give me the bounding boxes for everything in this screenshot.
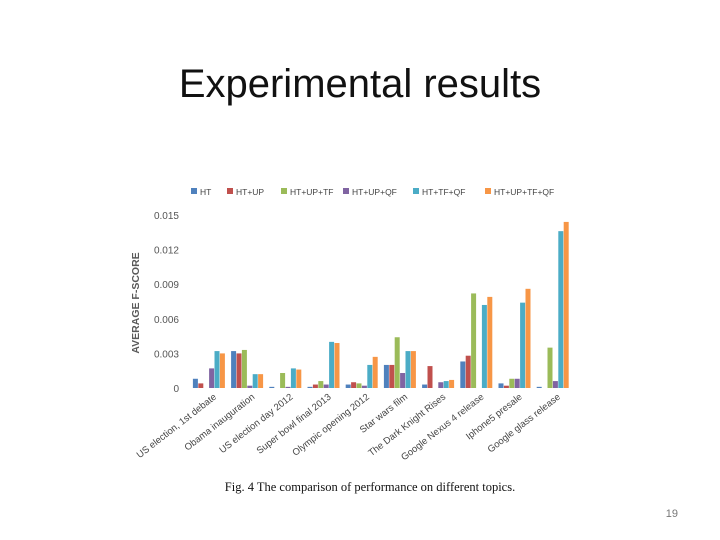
legend-label: HT+UP+QF (352, 187, 397, 197)
caption-text: The comparison of performance on differe… (256, 480, 516, 494)
bar (214, 351, 220, 388)
bar (514, 378, 520, 388)
y-tick-label: 0.012 (154, 246, 179, 257)
bar (536, 386, 542, 388)
bar (383, 364, 389, 388)
x-tick-label: Obama inauguration (183, 392, 258, 454)
legend-label: HT+UP+TF (290, 187, 333, 197)
bar (307, 386, 313, 388)
bar (552, 381, 558, 388)
y-axis-label: AVERAGE F-SCORE (130, 252, 142, 353)
bar (258, 374, 264, 388)
bar (481, 304, 487, 388)
bar (422, 384, 428, 388)
legend-swatch (191, 188, 197, 194)
bar (192, 378, 198, 388)
bar (394, 337, 400, 388)
bar (520, 302, 526, 388)
bar (209, 368, 215, 388)
bar (471, 293, 477, 388)
bar (563, 221, 569, 388)
bar (351, 382, 357, 388)
legend-label: HT+UP+TF+QF (494, 187, 554, 197)
bar (252, 374, 258, 388)
bar (219, 353, 225, 388)
bar (367, 364, 373, 388)
caption-prefix: Fig. 4 (224, 480, 254, 494)
bar (236, 353, 242, 388)
y-tick-label: 0.009 (154, 280, 179, 291)
bar (389, 364, 395, 388)
y-tick-label: 0.006 (154, 315, 179, 326)
bar (231, 351, 237, 388)
chart-legend: HT HT+UP HT+UP+TF HT+UP+QF HT+TF+QF HT+UP+TF+… (191, 187, 554, 197)
bar (487, 296, 493, 388)
bar (427, 366, 433, 388)
page-number: 19 (665, 508, 678, 520)
bar (323, 384, 329, 388)
y-axis-ticks: 0 0.003 0.006 0.009 0.012 0.015 (154, 211, 179, 395)
bar (290, 368, 296, 388)
bar (558, 231, 564, 388)
bar (361, 385, 367, 388)
bar (405, 351, 411, 388)
bar (280, 373, 286, 388)
bar (269, 386, 275, 388)
legend-swatch (343, 188, 349, 194)
bar (241, 349, 247, 388)
bar (498, 383, 504, 388)
bar (449, 379, 455, 388)
bar (356, 383, 362, 388)
bar (334, 343, 340, 388)
y-tick-label: 0.015 (154, 211, 179, 222)
legend-swatch (485, 188, 491, 194)
bar (318, 381, 324, 388)
bar (410, 351, 416, 388)
legend-label: HT+UP (236, 187, 264, 197)
bar (345, 384, 351, 388)
bar (372, 356, 378, 388)
legend-swatch (227, 188, 233, 194)
chart-bars (192, 221, 569, 388)
bar (547, 347, 553, 388)
bar (465, 355, 471, 388)
bar (438, 382, 444, 388)
bar (460, 361, 466, 388)
bar (329, 341, 335, 388)
legend-swatch (413, 188, 419, 194)
y-tick-label: 0.003 (154, 349, 179, 360)
figure-caption: Fig. 4 The comparison of performance on … (0, 480, 720, 495)
bar (296, 369, 302, 388)
bar (503, 385, 509, 388)
y-tick-label: 0 (173, 384, 179, 395)
bar (509, 378, 515, 388)
bar (400, 373, 406, 388)
legend-swatch (281, 188, 287, 194)
x-tick-label: Google glass release (486, 392, 563, 456)
legend-label: HT+TF+QF (422, 187, 465, 197)
bar (312, 384, 318, 388)
bar (525, 288, 531, 388)
legend-label: HT (200, 187, 211, 197)
bar (443, 381, 449, 388)
bar (285, 386, 291, 388)
slide-title: Experimental results (178, 62, 542, 106)
bar (198, 383, 204, 388)
bar (247, 385, 253, 388)
